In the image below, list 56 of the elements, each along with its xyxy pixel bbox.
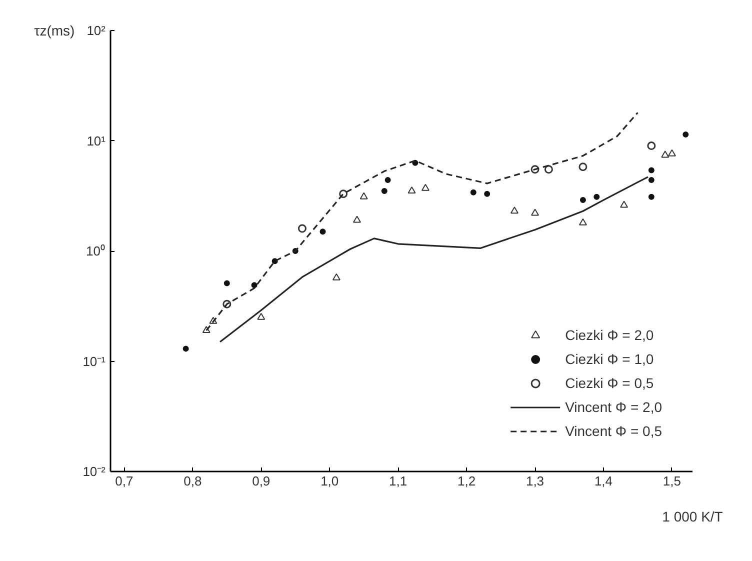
point (578, 162, 588, 172)
point (594, 194, 600, 200)
point (352, 216, 361, 223)
point (222, 300, 232, 308)
point (648, 194, 654, 200)
x-tick-label: 1,5 (662, 474, 681, 488)
point (209, 316, 218, 324)
point (360, 192, 368, 200)
point (510, 206, 518, 214)
point (381, 188, 388, 194)
x-tick-label: 0,7 (115, 474, 134, 488)
point (332, 273, 340, 280)
point (384, 177, 391, 184)
point (578, 218, 587, 226)
point (421, 184, 430, 191)
x-tick-label: 1,2 (458, 474, 476, 488)
point (531, 208, 540, 216)
point (620, 200, 628, 208)
point (682, 131, 689, 138)
point (544, 165, 553, 174)
point (182, 346, 189, 352)
x-tick-label: 1,0 (320, 474, 339, 488)
point (484, 190, 490, 197)
x-tick-label: 0,8 (184, 474, 202, 488)
y-tick-label: 10¹ (86, 133, 106, 148)
point (320, 228, 326, 235)
point (408, 186, 416, 194)
x-tick-label: 1,3 (526, 474, 544, 488)
point (530, 165, 540, 174)
legend-label: Vincent Φ = 0,5 (565, 423, 662, 439)
point (251, 282, 258, 288)
point (580, 197, 586, 204)
y-axis-title: τz(ms) (34, 22, 75, 38)
point (339, 190, 348, 198)
y-tick-label: 10⁻² (82, 464, 106, 479)
legend-label: Ciezki Φ = 2,0 (565, 327, 654, 343)
point (668, 149, 676, 156)
point (648, 177, 654, 184)
x-tick-label: 1,4 (594, 474, 613, 488)
y-tick-label: 10⁰ (86, 244, 106, 258)
y-tick-label: 10² (86, 23, 106, 38)
y-tick-label: 10⁻¹ (82, 354, 106, 369)
point (647, 142, 656, 150)
x-axis-title: 1 000 K/T (662, 508, 724, 524)
legend-label: Vincent Φ = 2,0 (565, 399, 662, 415)
point (470, 189, 476, 196)
legend-label: Ciezki Φ = 0,5 (565, 375, 654, 391)
point (257, 312, 266, 320)
point (202, 326, 210, 334)
x-tick-label: 1,1 (389, 474, 408, 488)
legend-label: Ciezki Φ = 1,0 (565, 351, 654, 367)
x-tick-label: 0,9 (252, 474, 270, 488)
point (224, 280, 230, 286)
point (661, 150, 670, 158)
point (298, 224, 306, 233)
point (648, 167, 654, 174)
